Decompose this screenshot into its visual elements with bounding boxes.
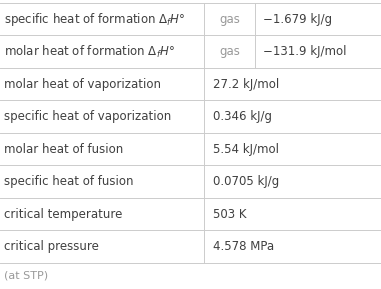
Text: 503 K: 503 K (213, 208, 247, 221)
Text: critical temperature: critical temperature (4, 208, 122, 221)
Text: 5.54 kJ/mol: 5.54 kJ/mol (213, 143, 279, 156)
Text: molar heat of formation $\Delta_f H°$: molar heat of formation $\Delta_f H°$ (4, 44, 175, 60)
Text: molar heat of fusion: molar heat of fusion (4, 143, 123, 156)
Text: (at STP): (at STP) (4, 271, 48, 281)
Text: critical pressure: critical pressure (4, 240, 99, 253)
Text: 0.346 kJ/g: 0.346 kJ/g (213, 110, 272, 123)
Text: gas: gas (219, 13, 240, 26)
Text: molar heat of vaporization: molar heat of vaporization (4, 78, 161, 91)
Text: specific heat of fusion: specific heat of fusion (4, 175, 133, 188)
Text: 0.0705 kJ/g: 0.0705 kJ/g (213, 175, 280, 188)
Text: specific heat of formation $\Delta_f H°$: specific heat of formation $\Delta_f H°$ (4, 11, 185, 28)
Text: gas: gas (219, 45, 240, 58)
Text: 4.578 MPa: 4.578 MPa (213, 240, 274, 253)
Text: −1.679 kJ/g: −1.679 kJ/g (263, 13, 332, 26)
Text: specific heat of vaporization: specific heat of vaporization (4, 110, 171, 123)
Text: −131.9 kJ/mol: −131.9 kJ/mol (263, 45, 346, 58)
Text: 27.2 kJ/mol: 27.2 kJ/mol (213, 78, 280, 91)
